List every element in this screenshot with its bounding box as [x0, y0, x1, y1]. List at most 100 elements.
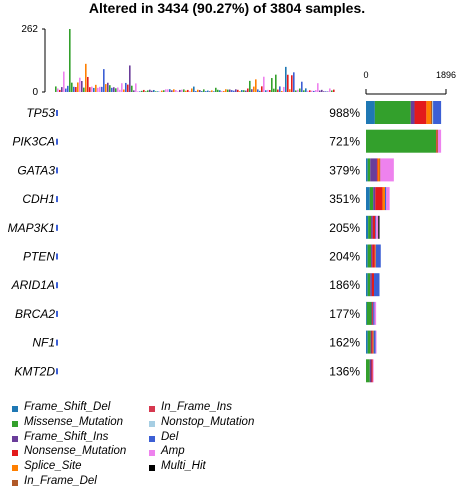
tmb-bar — [125, 82, 127, 92]
count-bar-segment — [376, 158, 378, 182]
count-axis: 0 1896 — [363, 70, 456, 95]
tmb-bar — [295, 90, 297, 92]
legend-item: Splice_Site — [12, 460, 82, 472]
tmb-bar — [169, 89, 171, 92]
tmb-bar — [117, 87, 119, 92]
count-bar-segment — [370, 273, 372, 297]
count-bar-segment — [374, 301, 377, 325]
tmb-bar — [63, 71, 65, 92]
count-bar-segment — [372, 359, 374, 383]
tmb-bar — [241, 90, 243, 92]
count-bar-segment — [366, 301, 372, 325]
sample-strip-mark — [56, 224, 58, 231]
tmb-bar — [153, 89, 155, 92]
count-bar-segment — [370, 330, 372, 354]
gene-rows: TP53 988% PIK3CA 721% GATA3 379% CDH1 351% MAP3K… — [8, 101, 442, 383]
count-bar-segment — [410, 101, 415, 124]
tmb-bar — [143, 89, 145, 92]
count-bar-segment — [433, 101, 442, 124]
count-bar-segment — [436, 129, 437, 153]
tmb-bar — [201, 91, 203, 92]
tmb-bar — [59, 89, 61, 92]
tmb-bar — [229, 89, 231, 92]
tmb-bar — [267, 89, 269, 92]
tmb-bar — [115, 88, 117, 92]
tmb-bar — [161, 90, 163, 92]
count-bar-segment — [366, 273, 368, 297]
tmb-bar — [273, 88, 275, 92]
sample-strip-mark — [56, 339, 58, 346]
tmb-bar — [209, 91, 211, 92]
tmb-bar — [313, 90, 315, 92]
legend-item: Multi_Hit — [149, 460, 206, 472]
tmb-bar — [309, 90, 311, 92]
sample-strip-mark — [56, 253, 58, 260]
count-bar-segment — [366, 330, 368, 354]
tmb-bar — [199, 90, 201, 92]
tmb-bar — [197, 89, 199, 92]
count-bar-segment — [366, 158, 368, 182]
count-bar-segment — [366, 215, 369, 239]
count-bar-segment — [371, 359, 373, 383]
gene-label: PTEN — [23, 250, 55, 264]
sample-strip-mark — [56, 196, 58, 203]
count-bar-segment — [366, 301, 367, 325]
legend-label: Nonsense_Mutation — [24, 445, 127, 458]
tmb-bar — [233, 90, 235, 92]
legend-label: In_Frame_Del — [24, 475, 97, 487]
count-bar-segment — [437, 129, 442, 153]
tmb-bar — [103, 69, 105, 92]
gene-label: ARID1A — [11, 278, 55, 292]
tmb-bar — [95, 84, 97, 92]
count-bar-segment — [372, 244, 375, 268]
tmb-bar — [299, 88, 301, 92]
legend-swatch — [12, 480, 18, 486]
tmb-bar — [333, 89, 335, 92]
count-bar-segment — [374, 273, 380, 297]
count-bar-segment — [367, 273, 371, 297]
gene-percent-label: 351% — [329, 192, 360, 206]
tmb-bar — [191, 88, 193, 92]
tmb-bar — [283, 86, 285, 92]
tmb-bar — [171, 90, 173, 92]
tmb-bar — [203, 89, 205, 92]
count-bar-segment — [377, 158, 380, 182]
tmb-bar — [265, 90, 267, 92]
sample-strip-mark — [56, 110, 58, 116]
tmb-bar — [107, 82, 109, 92]
count-bar-segment — [432, 101, 434, 124]
tmb-bar — [287, 74, 289, 92]
gene-label: NF1 — [32, 336, 55, 350]
tmb-bar — [77, 82, 79, 92]
tmb-bar — [185, 90, 187, 92]
tmb-bar — [291, 75, 293, 92]
sample-strip-mark — [56, 368, 58, 375]
legend-item: Amp — [149, 445, 185, 458]
tmb-bar — [257, 89, 259, 92]
tmb-bar — [263, 76, 265, 92]
count-bar-segment — [371, 273, 375, 297]
tmb-bar — [261, 86, 263, 92]
legend-swatch — [149, 420, 155, 427]
legend-label: Frame_Shift_Ins — [24, 430, 109, 443]
count-bar-segment — [436, 129, 438, 153]
gene-percent-label: 136% — [329, 364, 360, 378]
gene-percent-label: 988% — [329, 106, 360, 120]
count-bar-segment — [372, 215, 376, 239]
tmb-bar — [275, 74, 277, 92]
gene-percent-label: 204% — [329, 250, 360, 264]
tmb-bar — [279, 86, 281, 92]
tmb-bar — [271, 78, 273, 92]
legend-swatch — [149, 465, 155, 472]
tmb-bar — [305, 88, 307, 92]
count-bar-segment — [375, 187, 383, 211]
tmb-bar — [155, 91, 157, 92]
tmb-bar — [61, 87, 63, 92]
gene-label: TP53 — [26, 106, 55, 120]
legend-label: Amp — [161, 445, 185, 458]
legend-item: Del — [149, 431, 178, 443]
gene-percent-label: 721% — [329, 135, 360, 149]
legend-swatch — [12, 435, 18, 442]
tmb-bar — [145, 91, 147, 92]
tmb-bar — [179, 89, 181, 92]
